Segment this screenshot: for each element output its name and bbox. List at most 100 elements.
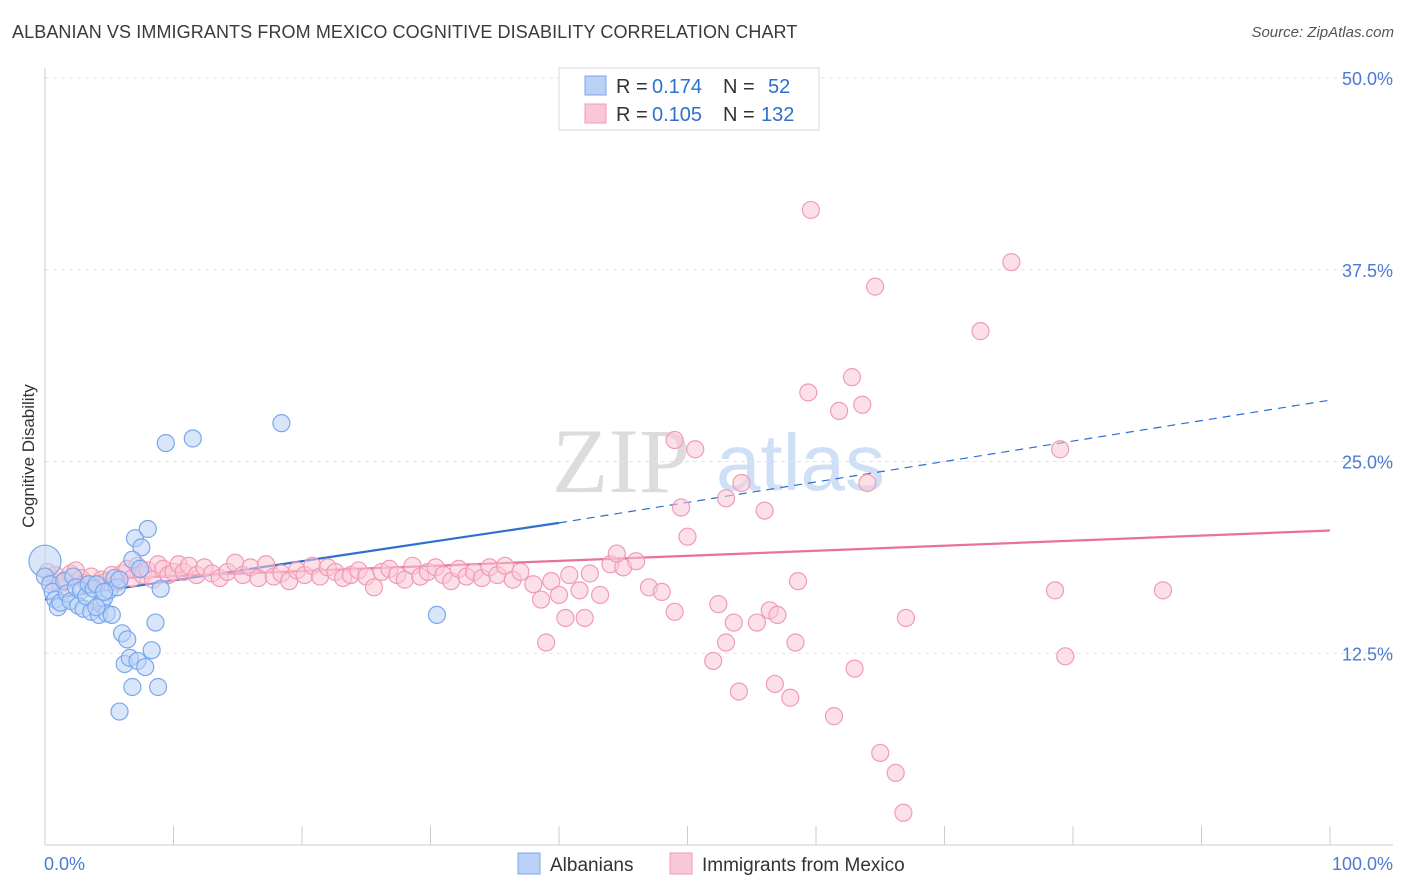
series-legend-label-mexico: Immigrants from Mexico (702, 855, 905, 876)
point-mexico-89 (575, 608, 594, 628)
x-tick-labels: 0.0% 100.0% (44, 854, 1393, 874)
point-mexico-111 (830, 401, 849, 420)
point-mexico-114 (858, 473, 877, 493)
point-mexico-121 (896, 608, 916, 628)
point-albanians-50 (272, 414, 291, 433)
point-mexico-122 (971, 322, 990, 341)
point-mexico-92 (665, 430, 684, 450)
point-mexico-108 (788, 572, 808, 591)
point-mexico-120 (894, 803, 913, 822)
y-tick-label-1: 25.0% (1342, 453, 1393, 473)
legend-n-label-1: N = (723, 104, 755, 126)
point-albanians-44 (136, 657, 155, 677)
point-albanians-32 (132, 538, 151, 557)
legend-r-value-1: 0.105 (652, 104, 702, 126)
point-mexico-52 (364, 578, 384, 597)
point-albanians-29 (87, 598, 106, 617)
point-mexico-90 (607, 544, 626, 563)
watermark-atlas: atlas (716, 418, 885, 507)
point-albanians-28 (110, 570, 129, 589)
source-label: Source: ZipAtlas.com (1251, 24, 1394, 41)
series-legend-swatch-mexico (669, 852, 693, 875)
legend-swatch-mexico (584, 103, 607, 124)
series-legend-label-albanians: Albanians (550, 855, 633, 876)
point-albanians-49 (183, 429, 202, 448)
point-mexico-126 (1056, 647, 1075, 666)
legend-n-label-0: N = (723, 76, 755, 98)
point-albanians-33 (138, 519, 157, 539)
point-mexico-117 (845, 659, 864, 678)
point-mexico-110 (799, 383, 818, 402)
point-albanians-43 (123, 677, 142, 697)
y-tick-labels: 12.5% 25.0% 37.5% 50.0% (1342, 69, 1393, 664)
point-albanians-35 (130, 559, 150, 578)
point-mexico-85 (665, 602, 684, 621)
point-mexico-115 (866, 277, 885, 296)
point-mexico-100 (729, 682, 749, 701)
point-mexico-104 (768, 605, 787, 625)
series-legend: Albanians Immigrants from Mexico (517, 852, 905, 876)
legend-r-value-0: 0.174 (652, 76, 702, 98)
point-mexico-82 (626, 552, 646, 571)
point-mexico-95 (732, 473, 751, 493)
point-mexico-87 (537, 633, 556, 652)
point-mexico-75 (549, 585, 569, 605)
point-albanians-47 (148, 677, 168, 697)
point-mexico-76 (560, 565, 579, 585)
point-mexico-118 (871, 743, 890, 763)
point-mexico-101 (755, 501, 774, 520)
point-albanians-38 (118, 630, 137, 649)
point-mexico-106 (781, 688, 800, 707)
point-albanians-45 (146, 613, 165, 632)
point-mexico-116 (824, 707, 844, 726)
point-mexico-78 (580, 564, 599, 583)
point-albanians-46 (142, 641, 161, 660)
point-mexico-84 (652, 582, 671, 601)
x-tick-label-0: 0.0% (44, 854, 85, 874)
x-tick-label-1: 100.0% (1332, 854, 1393, 874)
y-tick-label-2: 37.5% (1342, 261, 1393, 281)
y-tick-label-3: 50.0% (1342, 69, 1393, 89)
stats-legend: R = 0.174 N = 52 R = 0.105 N = 132 (558, 67, 820, 131)
axes (44, 68, 1393, 846)
legend-swatch-albanians (584, 75, 607, 96)
point-albanians-42 (110, 702, 129, 721)
point-mexico-96 (724, 613, 743, 632)
point-mexico-79 (591, 585, 610, 605)
chart-title: ALBANIAN VS IMMIGRANTS FROM MEXICO COGNI… (12, 22, 798, 42)
legend-n-value-0: 52 (768, 76, 790, 98)
point-albanians-48 (156, 433, 175, 453)
point-mexico-109 (801, 200, 820, 220)
point-mexico-97 (709, 595, 728, 614)
point-mexico-88 (556, 608, 575, 628)
point-mexico-113 (853, 395, 872, 414)
data-points (28, 200, 1173, 822)
point-mexico-112 (842, 368, 862, 387)
point-mexico-93 (686, 440, 705, 459)
legend-r-label-1: R = (616, 104, 648, 126)
point-albanians-51 (427, 605, 447, 625)
point-mexico-99 (716, 633, 736, 652)
point-mexico-91 (671, 498, 691, 517)
legend-r-label-0: R = (616, 76, 648, 98)
point-mexico-125 (1045, 581, 1065, 600)
point-mexico-123 (1002, 252, 1021, 272)
point-mexico-98 (704, 651, 723, 671)
y-tick-label-0: 12.5% (1342, 644, 1393, 664)
point-mexico-77 (570, 581, 589, 600)
point-albanians-36 (151, 579, 170, 598)
point-mexico-127 (1153, 581, 1173, 600)
point-mexico-94 (716, 489, 736, 508)
point-mexico-124 (1051, 440, 1070, 459)
point-mexico-107 (786, 633, 805, 652)
point-mexico-102 (747, 613, 766, 632)
legend-n-value-1: 132 (761, 104, 794, 126)
point-mexico-71 (511, 562, 530, 582)
point-mexico-105 (765, 674, 784, 694)
point-mexico-119 (886, 763, 905, 783)
point-albanians-30 (95, 582, 114, 601)
point-mexico-86 (678, 527, 697, 546)
point-mexico-69 (495, 556, 515, 575)
y-axis-label: Cognitive Disability (19, 384, 38, 528)
